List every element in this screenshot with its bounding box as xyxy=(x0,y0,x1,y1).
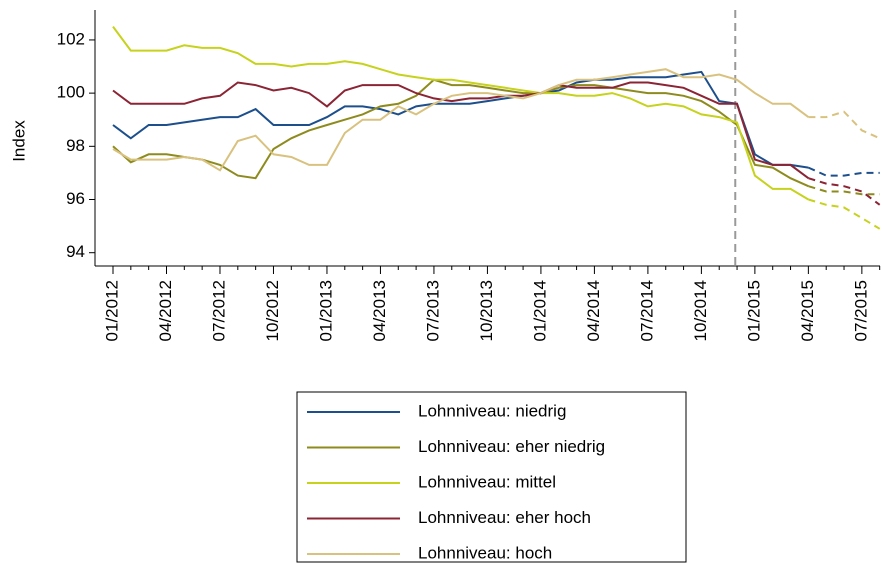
x-tick-label: 07/2015 xyxy=(851,280,870,341)
y-tick-label: 102 xyxy=(57,29,85,48)
series-line xyxy=(112,78,809,188)
x-tick-label: 07/2013 xyxy=(423,280,442,341)
series-line xyxy=(808,198,881,230)
legend-frame xyxy=(296,391,687,563)
x-tick-label: 10/2014 xyxy=(691,280,710,341)
x-tick-label: 01/2013 xyxy=(316,280,335,341)
series-line xyxy=(808,185,880,196)
x-tick-label: 07/2014 xyxy=(637,280,656,341)
series-line xyxy=(112,81,809,180)
legend-label: Lohnniveau: eher niedrig xyxy=(418,437,605,456)
x-tick-label: 01/2014 xyxy=(530,280,549,341)
legend-label: Lohnniveau: eher hoch xyxy=(418,508,591,527)
series-line xyxy=(112,70,809,169)
series-line xyxy=(808,110,881,140)
x-tick-label: 04/2014 xyxy=(584,280,603,341)
y-tick-label: 96 xyxy=(66,189,85,208)
y-tick-label: 100 xyxy=(57,83,85,102)
x-tick-label: 01/2015 xyxy=(744,280,763,341)
x-tick-label: 04/2012 xyxy=(156,280,175,341)
series-line xyxy=(112,68,809,172)
legend-label: Lohnniveau: niedrig xyxy=(418,401,566,420)
legend-label: Lohnniveau: mittel xyxy=(418,472,556,491)
x-tick-label: 04/2015 xyxy=(798,280,817,341)
y-tick-label: 94 xyxy=(66,242,85,261)
legend-label: Lohnniveau: hoch xyxy=(418,543,552,562)
series-line xyxy=(112,26,809,201)
series-line xyxy=(807,166,880,177)
x-tick-label: 01/2012 xyxy=(102,280,121,341)
x-tick-label: 07/2012 xyxy=(209,280,228,341)
x-tick-label: 04/2013 xyxy=(370,280,389,341)
x-tick-label: 10/2013 xyxy=(477,280,496,341)
series-line xyxy=(808,177,881,206)
x-tick-label: 10/2012 xyxy=(263,280,282,341)
y-axis-label: Index xyxy=(9,120,28,162)
y-tick-label: 98 xyxy=(66,136,85,155)
